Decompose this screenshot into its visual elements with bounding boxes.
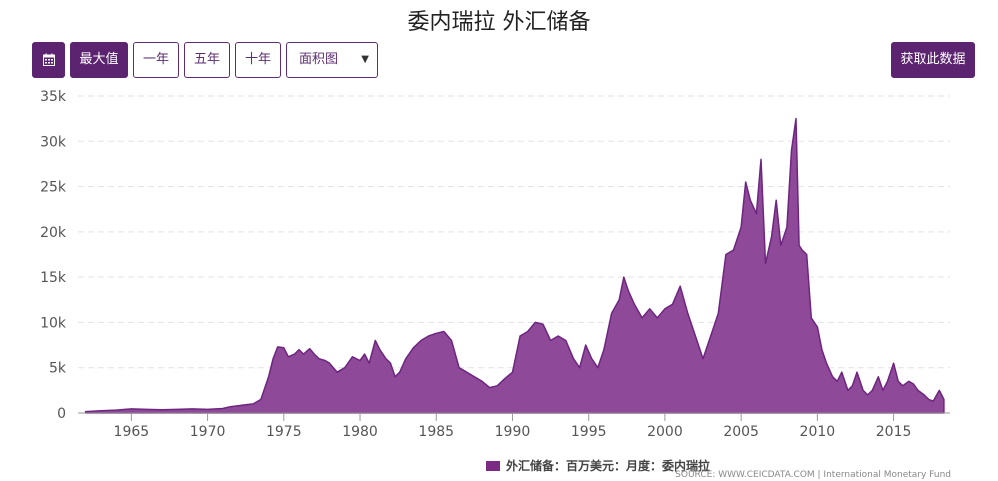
y-tick-label: 35k [40, 89, 67, 105]
y-axis: 0 5k 10k 15k 20k 25k 30k 35k [40, 89, 67, 422]
x-tick-label: 1995 [571, 424, 607, 440]
x-tick-label: 1980 [342, 424, 378, 440]
source-note: SOURCE: WWW.CEICDATA.COM | International… [675, 470, 951, 480]
ten-year-button[interactable]: 十年 [235, 42, 281, 78]
chart-type-select[interactable]: 面积图 ▼ [286, 42, 378, 78]
legend-swatch [486, 461, 500, 471]
calendar-button[interactable] [32, 42, 65, 78]
calendar-icon [42, 53, 55, 66]
y-tick-label: 0 [57, 406, 66, 422]
x-tick-label: 1990 [495, 424, 531, 440]
x-tick-label: 1975 [266, 424, 302, 440]
max-range-button[interactable]: 最大值 [70, 42, 128, 78]
chart-type-value: 面积图 [299, 52, 339, 67]
y-tick-label: 15k [40, 270, 67, 286]
y-tick-label: 5k [49, 361, 67, 377]
legend[interactable]: 外汇储备：百万美元：月度：委内瑞拉 [486, 457, 710, 474]
y-tick-label: 10k [40, 315, 67, 331]
series-area[interactable] [84, 117, 945, 414]
x-tick-label: 1970 [190, 424, 226, 440]
y-tick-label: 25k [40, 180, 67, 196]
x-tick-label: 1985 [418, 424, 454, 440]
five-year-button[interactable]: 五年 [184, 42, 230, 78]
legend-label: 外汇储备：百万美元：月度：委内瑞拉 [506, 459, 711, 473]
x-tick-label: 1965 [114, 424, 150, 440]
x-axis: 1965 1970 1975 1980 1985 1990 1995 2000 2005 2010… [78, 412, 950, 440]
y-tick-label: 20k [40, 225, 67, 241]
chart-title: 委内瑞拉 外汇储备 [407, 10, 591, 35]
get-data-button[interactable]: 获取此数据 [891, 42, 975, 78]
dropdown-caret-icon: ▼ [361, 54, 369, 65]
x-tick-label: 2015 [876, 424, 912, 440]
x-tick-label: 2010 [800, 424, 836, 440]
one-year-button[interactable]: 一年 [133, 42, 179, 78]
area-series [84, 117, 945, 414]
y-tick-label: 30k [40, 134, 67, 150]
x-tick-label: 2000 [647, 424, 683, 440]
x-tick-label: 2005 [723, 424, 759, 440]
